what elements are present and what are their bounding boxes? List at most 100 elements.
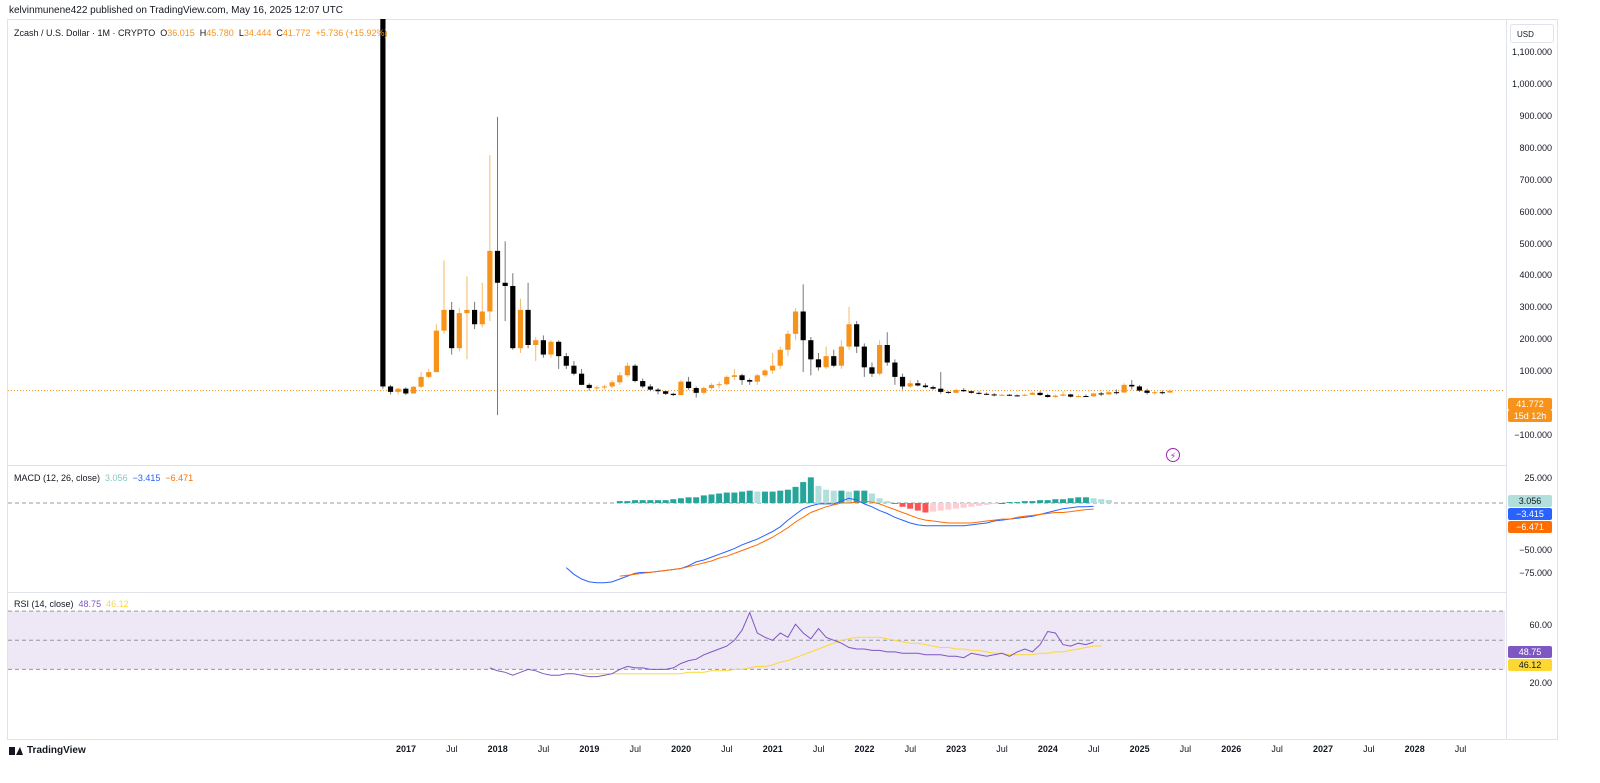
rsi-ma-line <box>581 636 1102 675</box>
candle-body <box>808 340 814 360</box>
pane-separator-rsi <box>7 592 1506 593</box>
macd-histogram-bar <box>639 500 646 503</box>
candle-body <box>418 376 424 387</box>
price-tick-label: 700.000 <box>1519 174 1552 185</box>
candle-body <box>1159 392 1165 394</box>
candle-body <box>747 380 753 382</box>
macd-histogram-bar <box>739 491 746 503</box>
candle-body <box>770 365 776 371</box>
macd-histogram-bar <box>1082 497 1089 503</box>
rsi-legend: RSI (14, close) 48.75 46.12 <box>14 599 129 609</box>
candle-body <box>571 365 577 374</box>
macd-tick-label: −75.000 <box>1519 568 1552 579</box>
macd-legend: MACD (12, 26, close) 3.056 −3.415 −6.471 <box>14 473 193 483</box>
candle-body <box>831 356 837 366</box>
macd-hist-value: 3.056 <box>105 473 128 483</box>
candle-body <box>380 19 386 387</box>
candle-body <box>624 365 631 376</box>
candle-body <box>640 381 646 387</box>
time-tick-label: 2024 <box>1037 744 1058 754</box>
time-tick-label: 2027 <box>1312 744 1334 754</box>
candle-body <box>525 309 531 345</box>
macd-histogram-bar <box>616 501 623 503</box>
candle-body <box>930 387 936 389</box>
candle-body <box>899 376 906 387</box>
candle-body <box>1152 392 1158 394</box>
macd-histogram-bar <box>914 503 921 511</box>
candle-body <box>387 386 394 392</box>
countdown-badge: 15d 12h <box>1508 410 1552 422</box>
time-tick-label: 2021 <box>762 744 783 754</box>
candle-body <box>1006 394 1013 396</box>
candle-body <box>968 391 974 393</box>
macd-histogram-bar <box>876 498 883 503</box>
rsi-badge: 48.75 <box>1508 646 1552 658</box>
rsi-value: 48.75 <box>78 599 102 609</box>
macd-line <box>565 497 1094 584</box>
candle-body <box>1129 384 1135 387</box>
candle-body <box>655 389 661 392</box>
publish-header: kelvinmunene422 published on TradingView… <box>9 5 343 16</box>
time-tick-label: Jul <box>904 744 917 754</box>
time-tick-label: 2017 <box>395 744 417 754</box>
candle-body <box>1075 396 1081 398</box>
macd-histogram-bar <box>1067 498 1074 503</box>
price-tick-label: 800.000 <box>1519 142 1552 153</box>
candle-body <box>647 386 653 390</box>
candle-body <box>884 344 890 363</box>
macd-histogram-bar <box>662 500 669 503</box>
macd-hist-badge: 3.056 <box>1508 495 1552 507</box>
price-tick-label: 1,100.000 <box>1511 47 1552 58</box>
macd-histogram-bar <box>708 494 715 503</box>
candle-body <box>823 356 829 368</box>
price-tick-label: 200.000 <box>1519 334 1552 345</box>
time-tick-label: Jul <box>721 744 733 754</box>
rsi-tick-label: 20.00 <box>1529 677 1552 688</box>
candle-body <box>785 333 791 350</box>
macd-histogram-bar <box>998 503 1005 504</box>
macd-histogram-bar <box>731 492 738 503</box>
candle-body <box>907 383 913 387</box>
macd-histogram-bar <box>807 477 814 503</box>
candle-body <box>838 346 844 366</box>
macd-histogram-bar <box>968 503 975 507</box>
candle-body <box>1052 395 1058 397</box>
candle-body <box>601 386 608 388</box>
candle-body <box>586 384 592 389</box>
candle-body <box>983 393 990 395</box>
macd-histogram-bar <box>654 500 661 503</box>
candle-body <box>578 373 585 385</box>
candle-body <box>487 250 493 312</box>
candle-body <box>869 367 875 374</box>
tradingview-logo[interactable]: TradingView <box>9 745 86 756</box>
candle-body <box>609 382 615 387</box>
macd-histogram-bar <box>792 486 799 503</box>
lightning-icon[interactable]: ⚡ <box>1166 448 1180 462</box>
macd-histogram-bar <box>1105 500 1112 503</box>
candle-body <box>701 388 707 393</box>
time-tick-label: 2018 <box>487 744 508 754</box>
macd-histogram-bar <box>937 503 944 511</box>
macd-histogram-bar <box>1021 501 1028 503</box>
time-tick-label: 2025 <box>1129 744 1150 754</box>
currency-button[interactable]: USD <box>1510 24 1554 43</box>
candle-body <box>854 324 860 347</box>
macd-histogram-bar <box>1029 501 1036 503</box>
macd-histogram-bar <box>723 492 730 503</box>
symbol-label: Zcash / U.S. Dollar · 1M · CRYPTO <box>14 28 156 38</box>
candle-body <box>938 388 944 392</box>
candle-body <box>961 389 967 392</box>
candle-body <box>678 381 684 396</box>
macd-signal-value: −6.471 <box>165 473 194 483</box>
macd-histogram-bar <box>1075 497 1082 503</box>
macd-histogram-bar <box>1006 502 1013 504</box>
time-tick-label: Jul <box>1271 744 1283 754</box>
candle-body <box>563 356 569 366</box>
candle-body <box>1045 395 1051 397</box>
macd-histogram-bar <box>754 491 761 503</box>
high-label: H <box>199 28 207 38</box>
candle-body <box>441 309 447 331</box>
candle-body <box>533 340 539 345</box>
time-tick-label: 2022 <box>854 744 875 754</box>
